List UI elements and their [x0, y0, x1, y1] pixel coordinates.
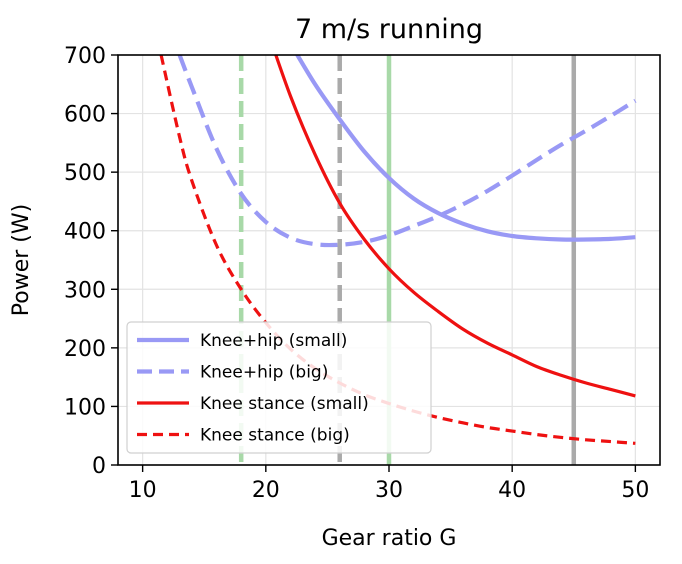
series-line-2	[274, 55, 636, 398]
y-tick-label: 600	[64, 103, 106, 128]
x-tick-label: 30	[375, 478, 403, 503]
x-axis-title: Gear ratio G	[322, 526, 457, 551]
x-tick-label: 10	[129, 478, 157, 503]
y-tick-label: 700	[64, 44, 106, 69]
y-tick-label: 500	[64, 161, 106, 186]
legend-box	[126, 321, 432, 454]
y-tick-label: 200	[64, 337, 106, 362]
x-tick-label: 40	[498, 478, 526, 503]
legend: Knee+hip (small) Knee+hip (big) Knee stanc…	[126, 321, 432, 454]
legend-label-0: Knee+hip (small)	[200, 331, 347, 351]
series-line-0	[294, 55, 636, 242]
y-axis-title: Power (W)	[9, 204, 34, 316]
x-tick-label: 20	[252, 478, 280, 503]
legend-label-1: Knee+hip (big)	[200, 363, 328, 383]
chart-title: 7 m/s running	[295, 14, 483, 45]
x-tick-label: 50	[621, 478, 649, 503]
y-tick-label: 300	[64, 278, 106, 303]
series-line-1	[177, 55, 637, 248]
y-tick-label: 400	[64, 220, 106, 245]
y-tick-label: 100	[64, 395, 106, 420]
legend-label-3: Knee stance (big)	[200, 426, 350, 446]
y-tick-label: 0	[92, 454, 106, 479]
legend-label-2: Knee stance (small)	[200, 394, 369, 414]
